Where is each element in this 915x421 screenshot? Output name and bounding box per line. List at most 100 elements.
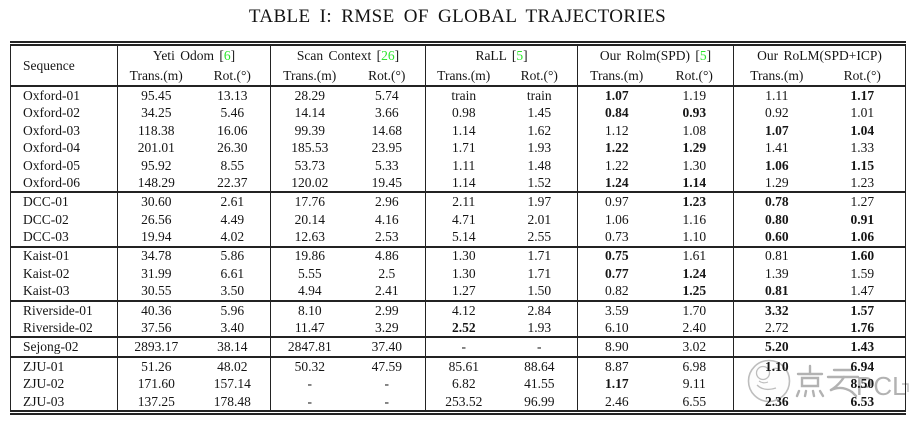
table-row: Sejong-02 2893.17 38.14 2847.81 37.40 - - 8.90 3… <box>10 337 906 357</box>
value-cell: 26.30 <box>217 140 248 156</box>
sequence-cell: ZJU-02 <box>23 376 65 392</box>
table-row: Kaist-02 31.99 6.61 5.55 2.5 1.30 1.71 0.77 1.24… <box>11 264 906 283</box>
value-cell: 2.01 <box>527 211 552 227</box>
value-cell: 1.06 <box>577 210 656 229</box>
sequence-cell: Sejong-02 <box>23 339 79 355</box>
value-cell: 3.40 <box>220 320 245 336</box>
value-cell: 12.63 <box>270 228 349 247</box>
value-cell: 253.52 <box>425 392 502 413</box>
value-cell: 8.10 <box>270 300 349 320</box>
value-cell: 5.55 <box>270 264 349 283</box>
value-cell: 2.11 <box>425 192 502 211</box>
sequence-cell: Oxford-01 <box>23 87 80 103</box>
value-cell: 1.24 <box>682 265 707 281</box>
value-cell: 2.41 <box>374 283 399 299</box>
value-cell: 6.61 <box>220 265 245 281</box>
value-cell: 0.81 <box>733 246 820 265</box>
citation-link[interactable]: 6 <box>223 48 231 63</box>
citation-link[interactable]: 26 <box>381 48 395 63</box>
value-cell: 0.82 <box>577 282 656 301</box>
value-cell: 0.80 <box>733 210 820 229</box>
sequence-cell: Oxford-03 <box>23 122 80 138</box>
value-cell: 1.33 <box>850 140 875 156</box>
rot-header: Rot.(°) <box>675 67 713 83</box>
value-cell: 157.14 <box>213 376 251 392</box>
value-cell: 1.71 <box>527 248 552 264</box>
value-cell: 3.59 <box>577 300 656 320</box>
value-cell: 2.61 <box>220 194 245 210</box>
value-cell: 1.23 <box>850 174 875 190</box>
value-cell: 8.90 <box>577 337 656 357</box>
value-cell: 137.25 <box>117 392 195 413</box>
sequence-cell: ZJU-03 <box>23 393 65 409</box>
rot-header: Rot.(°) <box>520 67 558 83</box>
method-header: Our Rolm(SPD) [5] <box>576 43 734 66</box>
table-row: Oxford-06 148.29 22.37 120.02 19.45 1.14 1.52 1… <box>11 173 906 193</box>
method-header: Scan Context [26] <box>270 43 426 66</box>
value-cell: 88.64 <box>524 358 555 374</box>
table-header: Sequence Yeti Odom [6] Scan Context [26] R… <box>10 43 906 86</box>
method-header: Our RoLM(SPD+ICP) <box>733 43 906 66</box>
value-cell: 171.60 <box>117 375 195 393</box>
value-cell: 5.74 <box>374 87 399 103</box>
value-cell: 34.78 <box>117 246 195 265</box>
table-row: Kaist-03 30.55 3.50 4.94 2.41 1.27 1.50 0.82 1.2… <box>11 282 906 301</box>
value-cell: 2.84 <box>527 302 552 318</box>
value-cell: 1.45 <box>527 105 552 121</box>
value-cell: 1.24 <box>577 173 656 193</box>
value-cell: 2.53 <box>374 229 399 245</box>
value-cell: 6.82 <box>425 375 502 393</box>
value-cell: 1.07 <box>733 121 820 140</box>
value-cell: 1.27 <box>850 194 875 210</box>
trans-header: Trans.(m) <box>270 66 349 86</box>
value-cell: 1.29 <box>733 173 820 193</box>
value-cell: 8.50 <box>850 376 875 392</box>
sequence-cell: Kaist-02 <box>23 265 70 281</box>
value-cell: 6.55 <box>682 393 707 409</box>
value-cell: 38.14 <box>217 339 248 355</box>
value-cell: 13.13 <box>217 87 248 103</box>
value-cell: 1.01 <box>850 105 875 121</box>
value-cell: 1.10 <box>682 229 707 245</box>
value-cell: 0.92 <box>733 104 820 122</box>
value-cell: 1.97 <box>527 194 552 210</box>
value-cell: 41.55 <box>524 376 555 392</box>
value-cell: 0.75 <box>577 246 656 265</box>
value-cell: 8.55 <box>220 157 245 173</box>
method-header-row: Sequence Yeti Odom [6] Scan Context [26] R… <box>11 43 906 73</box>
subheader-row: Trans.(m) Rot.(°) Trans.(m) Rot.(°) Trans.(m… <box>11 66 906 86</box>
value-cell: 0.78 <box>733 192 820 211</box>
value-cell: 19.45 <box>371 174 402 190</box>
value-cell: 53.73 <box>270 156 349 174</box>
citation-link[interactable]: 5 <box>516 48 524 63</box>
sequence-cell: Oxford-06 <box>23 174 80 190</box>
value-cell: 1.11 <box>733 86 820 105</box>
citation-link[interactable]: 5 <box>699 48 707 63</box>
value-cell: 9.11 <box>682 376 706 392</box>
value-cell: 5.20 <box>733 337 820 357</box>
value-cell: 2.96 <box>374 194 399 210</box>
value-cell: 51.26 <box>117 356 195 376</box>
value-cell: 4.71 <box>425 210 502 229</box>
sequence-cell: Riverside-01 <box>23 302 93 318</box>
table-row: Kaist-01 34.78 5.86 19.86 4.86 1.30 1.71 0.75 1.… <box>10 246 906 265</box>
table-row: Riverside-01 40.36 5.96 8.10 2.99 4.12 2.84 3.5… <box>10 300 906 320</box>
value-cell: 4.16 <box>374 211 399 227</box>
value-cell: 1.30 <box>425 264 502 283</box>
trans-header: Trans.(m) <box>425 66 502 86</box>
value-cell: - <box>384 393 390 409</box>
table-row: ZJU-02 171.60 157.14 - - 6.82 41.55 1.17 9.11 8.5… <box>11 375 906 393</box>
rmse-table: Sequence Yeti Odom [6] Scan Context [26] R… <box>10 41 907 416</box>
value-cell: 17.76 <box>270 192 349 211</box>
sequence-cell: Oxford-04 <box>23 140 80 156</box>
value-cell: 2847.81 <box>270 337 349 357</box>
value-cell: 1.14 <box>425 173 502 193</box>
value-cell: 2.40 <box>682 320 707 336</box>
trans-header: Trans.(m) <box>733 66 820 86</box>
value-cell: - <box>425 337 502 357</box>
value-cell: 1.70 <box>682 302 707 318</box>
value-cell: 2.72 <box>733 319 820 338</box>
value-cell: 37.40 <box>371 339 402 355</box>
value-cell: 0.81 <box>733 282 820 301</box>
value-cell: 0.98 <box>425 104 502 122</box>
